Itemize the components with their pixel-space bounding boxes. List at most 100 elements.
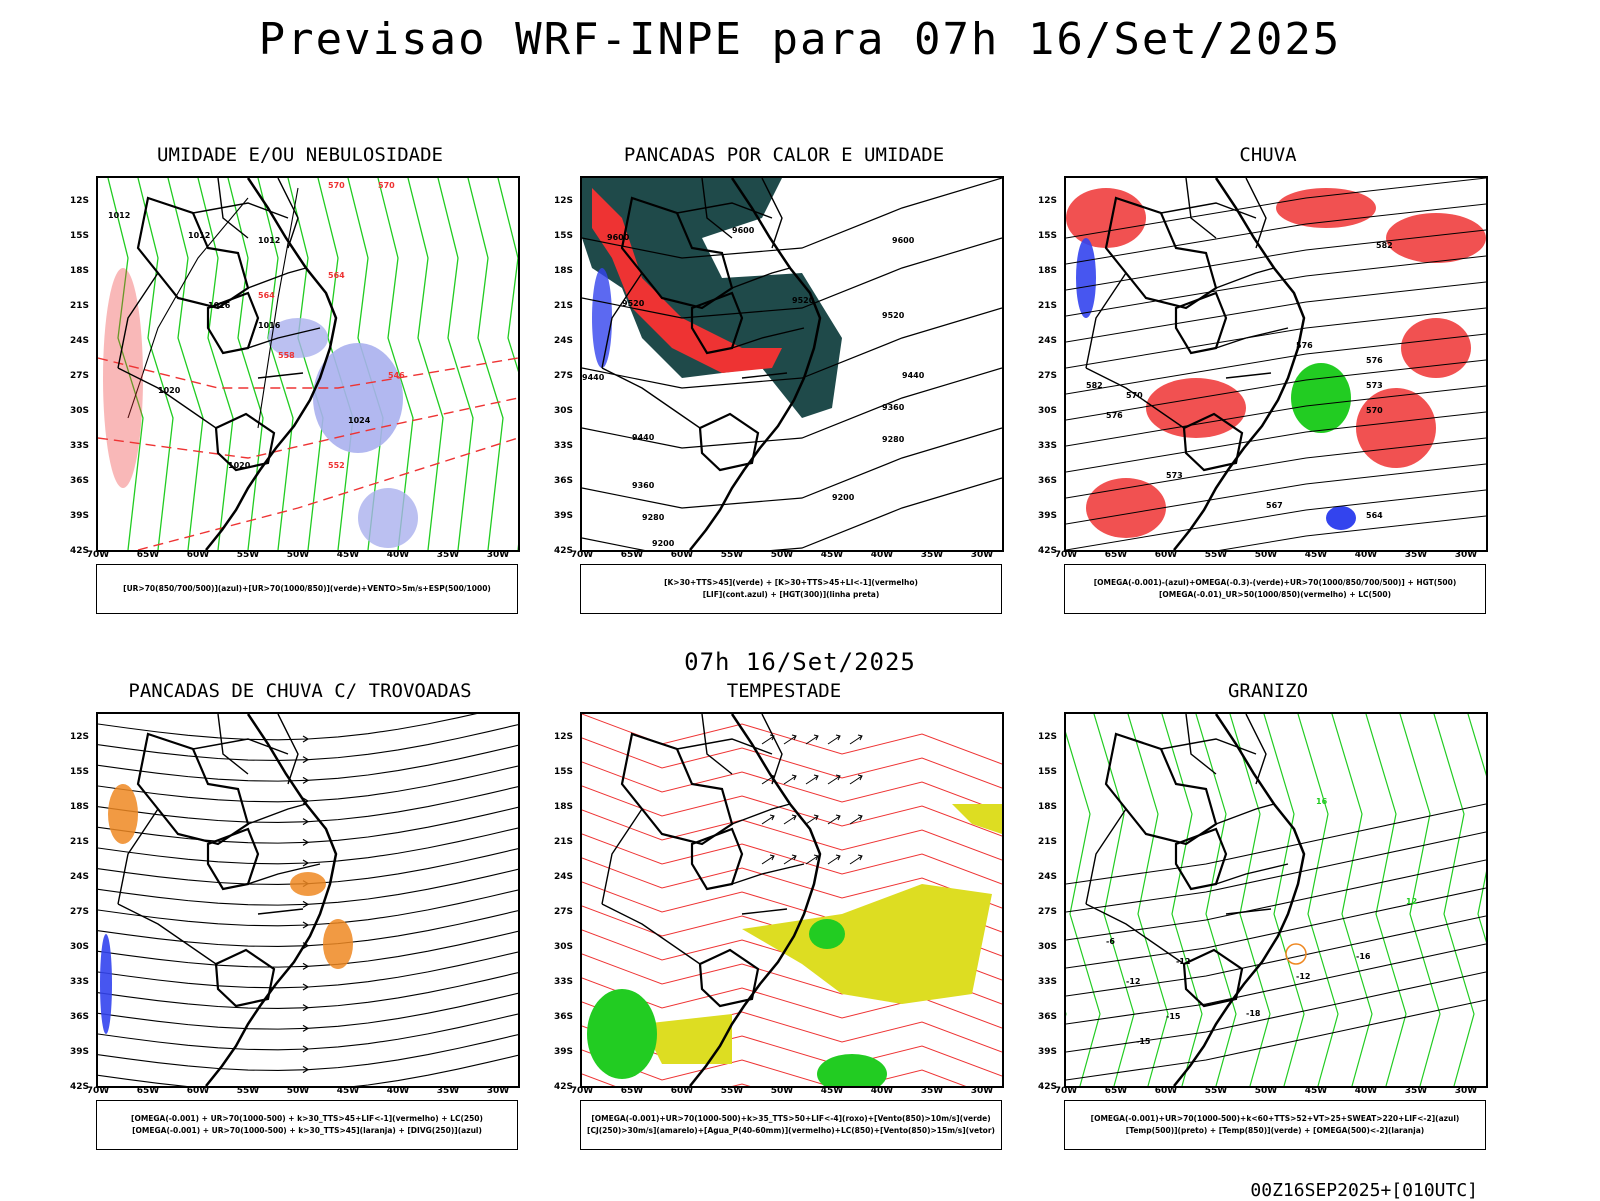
contour-label: -12 <box>1296 972 1310 981</box>
state-border <box>247 327 321 349</box>
lif-contour-area <box>592 268 612 368</box>
pressure-contour <box>257 187 299 429</box>
state-border <box>217 714 249 775</box>
humidity-contour <box>227 178 264 550</box>
contour-label: 1012 <box>188 231 210 240</box>
map-svg: 9600 9600 9600 9520 9520 9520 9440 9440 9440 9360… <box>582 178 1002 550</box>
contour-label: 576 <box>1366 356 1383 365</box>
lat-label: 39S <box>554 511 574 521</box>
state-border <box>601 367 701 429</box>
lat-label: 33S <box>1038 977 1058 987</box>
lon-label: 40W <box>1354 1086 1378 1096</box>
lat-label: 24S <box>554 336 574 346</box>
contour-label: 570 <box>378 181 395 190</box>
lon-label: 50W <box>1254 550 1278 560</box>
hgt-contour <box>1066 333 1486 395</box>
lat-label: 12S <box>70 196 90 206</box>
contour-label: 573 <box>1166 471 1183 480</box>
state-border <box>1215 267 1275 289</box>
humidity-blue-area <box>358 488 418 548</box>
temp500-contour <box>1066 915 1486 997</box>
stream-arrow <box>302 776 310 784</box>
stream-arrow <box>302 859 310 867</box>
lat-label: 27S <box>1038 371 1058 381</box>
streamline <box>98 930 518 968</box>
panel-title: PANCADAS POR CALOR E UMIDADE <box>623 144 945 166</box>
lon-label: 65W <box>1104 550 1128 560</box>
mid-title: 07h 16/Set/2025 <box>684 648 916 676</box>
panel-umidade: UMIDADE E/OU NEBULOSIDADE 12S 15S 18S 21S 24S… <box>50 144 550 634</box>
wind-vector <box>805 814 819 825</box>
wind850-area <box>809 919 845 949</box>
lon-label: 50W <box>770 1086 794 1096</box>
wind-vector <box>849 734 863 745</box>
lat-label: 24S <box>70 336 90 346</box>
omega-contour <box>1285 943 1307 965</box>
lon-label: 55W <box>236 550 260 560</box>
lat-label: 42S <box>554 1082 574 1092</box>
state-border <box>257 908 304 915</box>
hgt-contour <box>582 477 1002 550</box>
state-border <box>1160 738 1257 755</box>
thickness-contour <box>137 437 518 550</box>
legend-line: [OMEGA(-0.001)+UR>70(1000-500)+k>35_TTS>… <box>591 1114 991 1123</box>
contour-label: 9520 <box>792 296 815 305</box>
map-frame <box>96 712 520 1088</box>
state-border <box>731 267 791 289</box>
state-border <box>1225 908 1272 915</box>
lat-label: 21S <box>554 837 574 847</box>
contour-label: 9440 <box>582 373 605 382</box>
thickness-contour <box>98 357 518 389</box>
state-border <box>117 808 159 905</box>
paraguay-border <box>206 827 260 891</box>
lon-label: 45W <box>1304 1086 1328 1096</box>
contour-label: 9520 <box>622 299 645 308</box>
contour-label: 9600 <box>892 236 915 245</box>
uruguay-border <box>1182 412 1244 472</box>
lat-label: 39S <box>554 1047 574 1057</box>
lon-label: 45W <box>820 550 844 560</box>
state-border <box>1085 808 1127 905</box>
lon-label: 30W <box>1454 550 1478 560</box>
hgt-contour <box>582 307 1002 389</box>
contour-label: 564 <box>328 271 345 280</box>
state-border <box>1215 803 1275 825</box>
lat-label: 30S <box>1038 942 1058 952</box>
temp850-contour <box>1161 714 1203 1086</box>
lat-label: 27S <box>1038 907 1058 917</box>
state-border <box>701 178 733 239</box>
lon-label: 60W <box>670 550 694 560</box>
temp850-contour <box>1195 714 1237 1086</box>
temp500-contour <box>1066 859 1486 941</box>
state-border <box>1185 714 1217 775</box>
rain-green-area <box>1291 363 1351 433</box>
legend-line: [OMEGA(-0.001)-(azul)+OMEGA(-0.3)-(verde… <box>1093 578 1457 587</box>
state-border <box>676 738 773 755</box>
state-border <box>1245 714 1267 785</box>
contour-label: 9600 <box>607 233 630 242</box>
temp850-contour <box>1365 714 1407 1086</box>
hgt-contour <box>1066 359 1486 421</box>
humidity-contour <box>137 178 174 550</box>
stream-arrow <box>302 735 310 743</box>
contour-label: 9440 <box>632 433 655 442</box>
jet-core-area <box>742 884 992 1004</box>
lat-label: 33S <box>70 977 90 987</box>
lon-label: 65W <box>1104 1086 1128 1096</box>
state-border <box>117 367 217 429</box>
contour-label: 12 <box>1406 897 1417 906</box>
humidity-contour <box>497 178 518 550</box>
lat-label: 12S <box>1038 196 1058 206</box>
rain-blue-area <box>1326 506 1356 530</box>
humidity-contour <box>437 178 474 550</box>
temp850-contour <box>1093 714 1135 1086</box>
lat-label: 18S <box>70 802 90 812</box>
panel-title: PANCADAS DE CHUVA C/ TROVOADAS <box>128 680 472 702</box>
lat-label: 27S <box>70 371 90 381</box>
lat-label: 36S <box>1038 1012 1058 1022</box>
state-border <box>1245 178 1267 249</box>
map-frame: 1012 1012 1012 1016 1016 1020 1020 1024 570 570 56… <box>96 176 520 552</box>
wind-vector <box>849 854 863 865</box>
storm-orange-area <box>290 872 326 896</box>
lat-label: 36S <box>70 1012 90 1022</box>
